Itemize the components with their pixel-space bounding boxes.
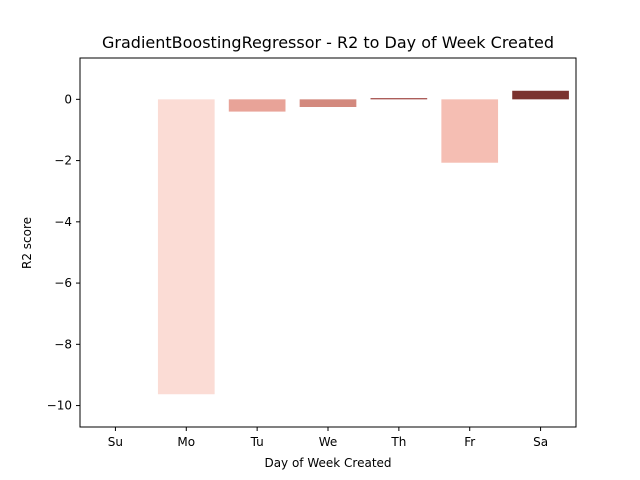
y-tick-label: −6 xyxy=(54,276,72,290)
chart-title: GradientBoostingRegressor - R2 to Day of… xyxy=(102,33,554,52)
y-tick-label: −8 xyxy=(54,337,72,351)
y-tick-label: −4 xyxy=(54,215,72,229)
y-tick-label: −2 xyxy=(54,154,72,168)
y-axis: 0 −2 −4 −6 −8 −10 xyxy=(47,92,80,413)
x-tick-label-th: Th xyxy=(390,435,406,449)
x-tick-label-su: Su xyxy=(108,435,123,449)
x-tick-label-sa: Sa xyxy=(533,435,548,449)
y-axis-label: R2 score xyxy=(20,217,34,269)
plot-frame xyxy=(79,57,577,428)
bar-mo xyxy=(157,99,215,395)
y-tick-label: 0 xyxy=(64,92,72,106)
bar-we xyxy=(299,99,357,107)
x-tick-label-tu: Tu xyxy=(250,435,264,449)
x-axis-label: Day of Week Created xyxy=(264,456,391,470)
bar-fr xyxy=(441,99,499,163)
x-tick-label-we: We xyxy=(319,435,338,449)
x-tick-label-mo: Mo xyxy=(177,435,195,449)
x-tick-label-fr: Fr xyxy=(464,435,475,449)
bars-group xyxy=(157,90,569,395)
x-axis: Su Mo Tu We Th Fr Sa xyxy=(108,427,548,449)
bar-sa xyxy=(512,90,569,100)
bar-th xyxy=(370,98,428,100)
y-tick-label: −10 xyxy=(47,399,72,413)
bar-tu xyxy=(228,99,286,112)
